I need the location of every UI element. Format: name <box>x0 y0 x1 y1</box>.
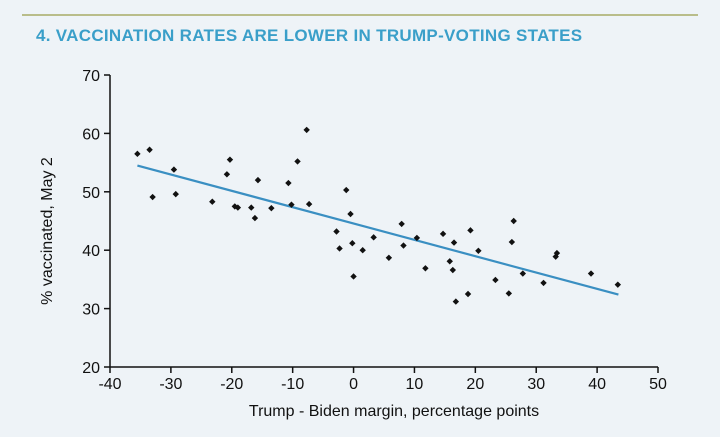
data-point <box>251 214 259 222</box>
y-tick-label: 60 <box>82 126 100 143</box>
data-point <box>359 247 366 254</box>
axes <box>109 75 658 368</box>
data-point <box>413 234 421 242</box>
data-point <box>146 146 153 153</box>
top-rule <box>22 14 698 16</box>
x-tick-label: -40 <box>98 376 121 393</box>
ticks: 20 30 40 50 60 70 -40 -30 -20 -10 0 10 20 30 40 50 <box>82 68 667 393</box>
y-tick-label: 50 <box>82 185 100 202</box>
data-point <box>285 179 292 187</box>
x-tick-label: 50 <box>649 376 667 393</box>
data-point <box>305 200 313 208</box>
x-tick-label: -30 <box>159 376 182 393</box>
data-point <box>439 230 447 238</box>
y-axis-label: % vaccinated, May 2 <box>39 157 56 305</box>
data-point <box>209 198 216 205</box>
data-point <box>370 234 377 241</box>
chart-title: 4. VACCINATION RATES ARE LOWER IN TRUMP-… <box>36 26 583 45</box>
y-tick-label: 70 <box>82 68 100 85</box>
x-tick-label: 20 <box>466 376 484 393</box>
data-point <box>254 176 262 184</box>
y-tick-label: 20 <box>82 360 100 377</box>
data-point <box>333 228 340 235</box>
data-point <box>226 156 234 163</box>
data-point <box>170 166 178 173</box>
data-point <box>400 242 407 249</box>
trend-line <box>137 164 619 296</box>
data-point <box>336 245 343 252</box>
data-point <box>223 171 231 178</box>
data-point <box>385 254 393 261</box>
points-group <box>134 126 622 305</box>
data-point <box>349 239 356 247</box>
data-point <box>587 270 595 277</box>
x-tick-label: 0 <box>349 376 358 393</box>
y-tick-label: 30 <box>82 302 100 319</box>
x-tick-label: -10 <box>281 376 304 393</box>
data-point <box>540 279 547 287</box>
data-point <box>350 273 357 280</box>
x-tick-label: 40 <box>588 376 606 393</box>
data-point <box>234 204 242 211</box>
data-point <box>508 238 516 246</box>
data-point <box>553 249 561 257</box>
data-point <box>268 204 275 212</box>
x-tick-label: -20 <box>220 376 243 393</box>
data-point <box>510 217 517 225</box>
data-point <box>446 258 453 265</box>
data-point <box>288 201 295 208</box>
data-point <box>248 204 255 211</box>
x-tick-label: 10 <box>406 376 424 393</box>
data-point <box>452 298 460 305</box>
y-tick-label: 40 <box>82 243 100 260</box>
data-point <box>614 281 622 288</box>
x-axis-label: Trump - Biden margin, percentage points <box>249 403 539 420</box>
data-point <box>450 239 458 246</box>
data-point <box>294 158 301 165</box>
data-point <box>467 227 474 234</box>
trend-group <box>137 164 619 296</box>
data-point <box>519 270 527 277</box>
data-point <box>134 150 141 158</box>
data-point <box>492 276 499 284</box>
data-point <box>149 193 156 201</box>
data-point <box>398 220 405 228</box>
data-point <box>449 266 457 274</box>
data-point <box>505 290 513 297</box>
data-point <box>422 265 429 272</box>
data-point <box>464 290 472 298</box>
x-tick-label: 30 <box>527 376 545 393</box>
data-point <box>172 190 179 198</box>
data-point <box>475 247 482 254</box>
data-point <box>347 210 354 218</box>
data-point <box>303 126 310 134</box>
data-point <box>343 186 350 194</box>
